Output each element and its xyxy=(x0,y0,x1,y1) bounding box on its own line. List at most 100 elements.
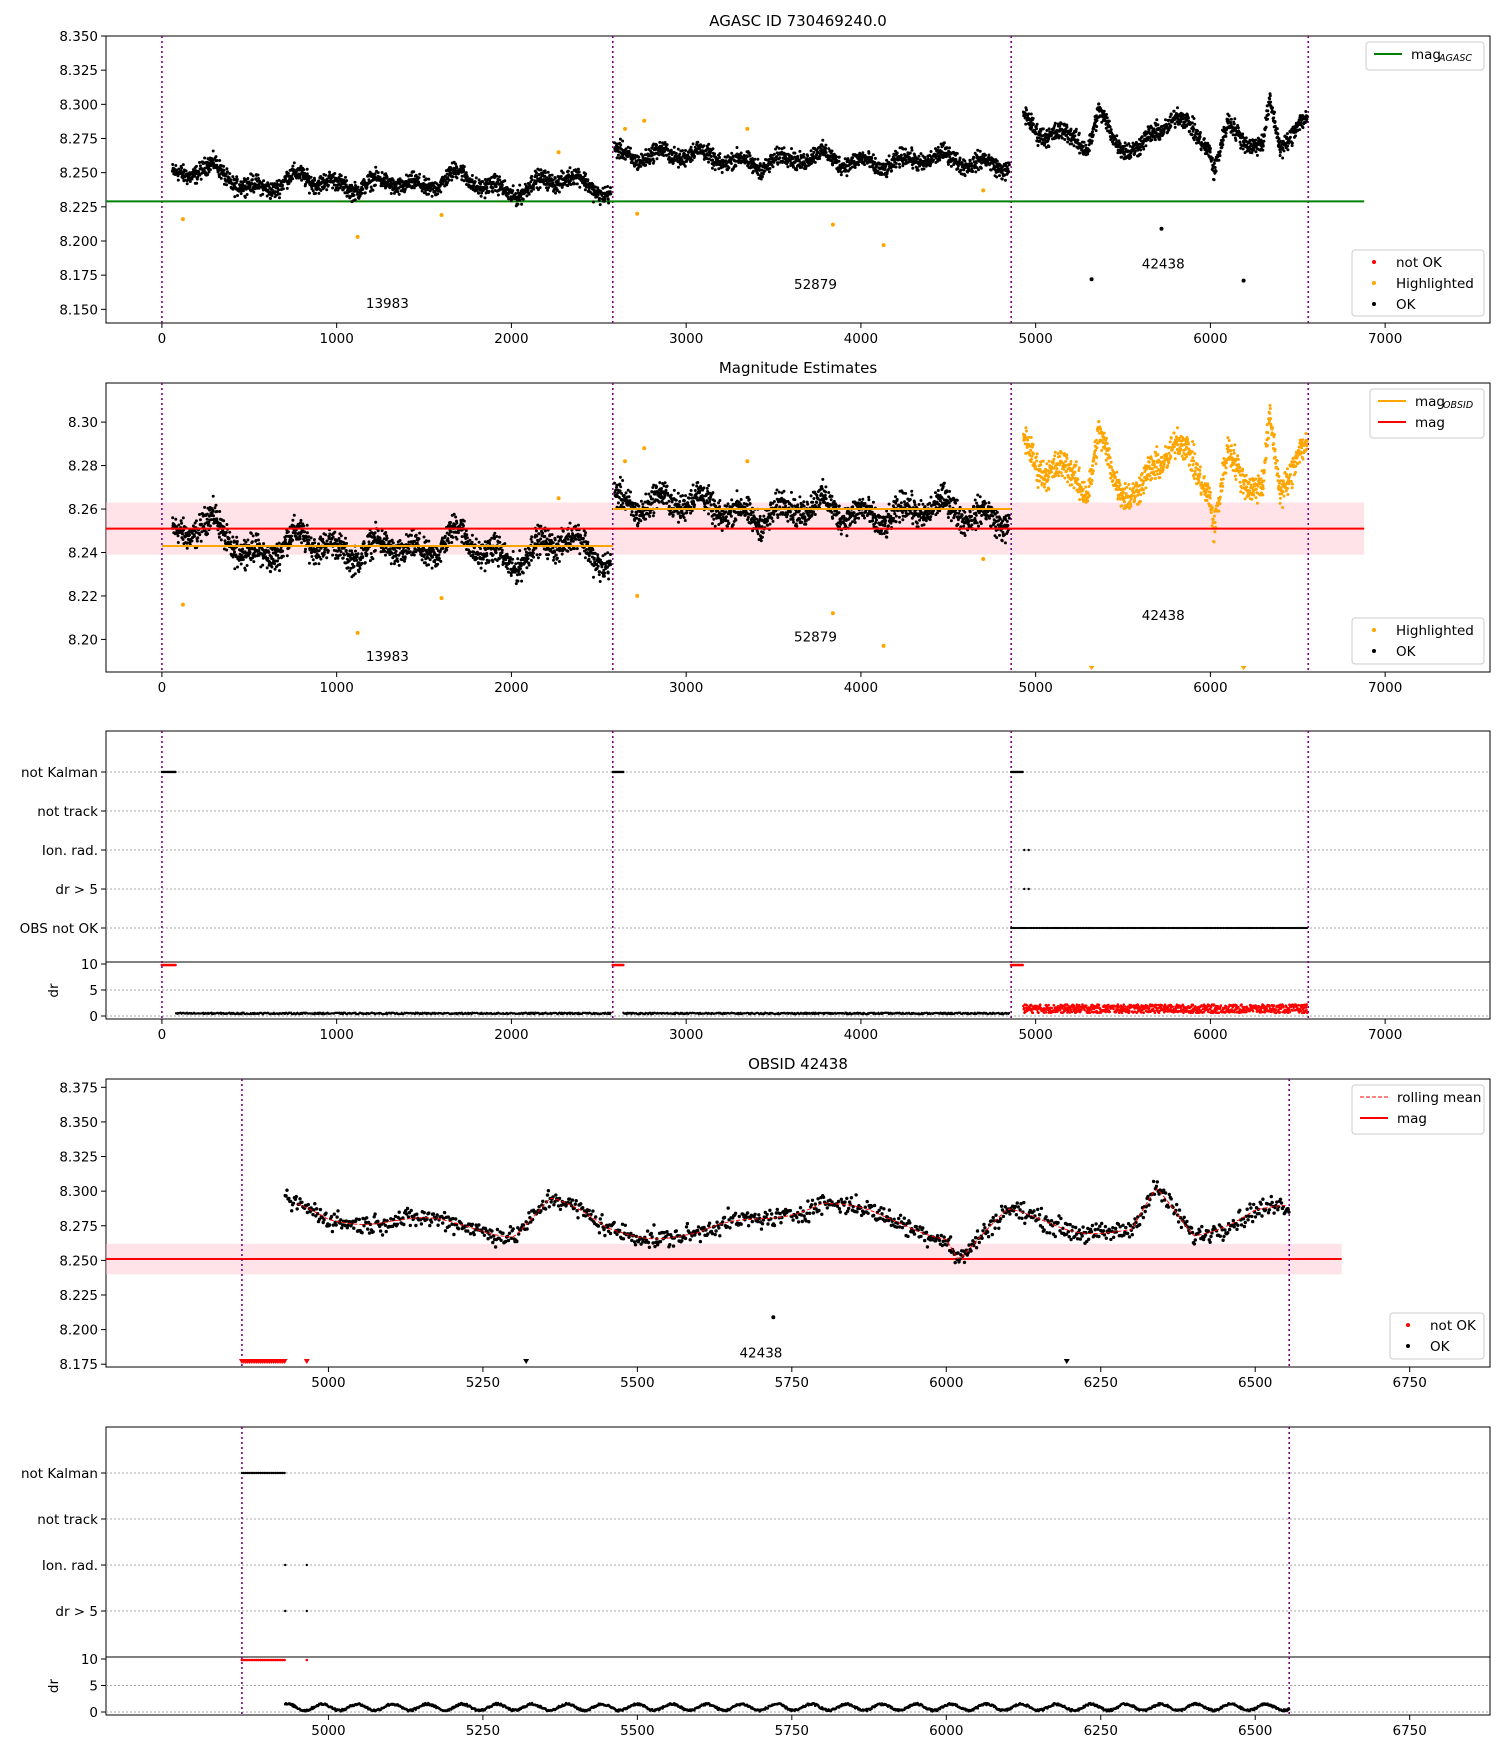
ok-point xyxy=(360,191,364,195)
ok-point xyxy=(389,192,393,195)
ok-point xyxy=(391,178,395,182)
ok-point xyxy=(677,165,680,169)
ok-point xyxy=(1053,121,1057,125)
ok-point xyxy=(520,202,524,206)
ok-point xyxy=(339,174,343,178)
ok-point xyxy=(356,185,360,189)
ok-point xyxy=(609,192,613,196)
ok-point xyxy=(760,175,764,179)
ok-point xyxy=(575,182,579,186)
ok-point xyxy=(942,141,946,145)
ok-point xyxy=(195,539,199,543)
ok-point xyxy=(557,190,561,194)
ok-point xyxy=(1077,131,1081,135)
ok-point xyxy=(674,152,678,155)
ok-point xyxy=(309,536,313,540)
ok-point xyxy=(987,153,991,157)
ok-point xyxy=(233,195,237,199)
ok-point xyxy=(420,189,424,193)
y-tick-label: 8.225 xyxy=(59,200,98,216)
ok-point xyxy=(967,165,971,169)
ok-point xyxy=(299,518,303,522)
ok-point xyxy=(483,196,487,200)
ok-point xyxy=(1298,128,1302,132)
ok-point xyxy=(963,174,967,178)
ok-point xyxy=(477,191,481,195)
ok-point xyxy=(339,550,343,554)
ok-point xyxy=(269,570,272,574)
ok-point xyxy=(840,170,843,174)
y-tick-label: 8.26 xyxy=(68,502,98,518)
ok-point xyxy=(391,541,395,545)
legend-label-agasc: mag xyxy=(1411,47,1441,63)
ok-point xyxy=(430,194,434,198)
highlighted-point xyxy=(745,126,750,131)
ok-point xyxy=(1207,144,1211,148)
ok-point xyxy=(385,536,389,540)
ok-point xyxy=(713,168,717,172)
ok-point xyxy=(1192,127,1196,131)
ok-point xyxy=(919,152,923,156)
ok-point xyxy=(265,566,269,570)
ok-point xyxy=(684,149,687,152)
ok-point xyxy=(211,494,215,498)
ok-point xyxy=(621,139,625,143)
ok-point xyxy=(412,170,416,174)
ok-point xyxy=(1007,170,1011,173)
ok-point xyxy=(328,173,332,177)
ok-point xyxy=(317,562,321,566)
ok-point xyxy=(606,197,610,201)
ok-point xyxy=(1273,120,1277,123)
ok-point xyxy=(516,188,520,192)
ok-point xyxy=(917,154,921,158)
ok-point xyxy=(352,193,356,197)
ok-point xyxy=(487,190,491,193)
ok-point xyxy=(1268,97,1272,101)
ok-point xyxy=(687,150,691,154)
ok-point xyxy=(194,164,198,168)
y-tick-label: 8.200 xyxy=(59,234,98,250)
ok-point xyxy=(219,176,223,180)
ok-point xyxy=(511,189,515,193)
ok-point xyxy=(1063,138,1067,141)
ok-point xyxy=(185,546,189,550)
x-tick-label: 0 xyxy=(158,331,167,347)
ok-point xyxy=(910,148,914,152)
ok-point xyxy=(553,176,557,180)
ok-point xyxy=(267,550,271,554)
ok-point xyxy=(180,166,184,170)
ok-point xyxy=(1261,144,1265,148)
ok-point xyxy=(231,535,235,539)
highlighted-point xyxy=(981,188,986,193)
ok-point xyxy=(439,190,443,194)
ok-point xyxy=(360,552,364,556)
ok-point xyxy=(184,169,188,173)
ok-point xyxy=(1169,124,1173,128)
ok-point xyxy=(897,162,901,166)
ok-point xyxy=(362,541,366,545)
ok-point xyxy=(254,539,258,542)
ok-point xyxy=(1108,125,1112,129)
ok-point xyxy=(248,551,252,554)
ok-point xyxy=(179,519,183,523)
ok-point xyxy=(302,524,306,528)
legend-label-agasc-sub: AGASC xyxy=(1438,53,1472,64)
legend-label: Highlighted xyxy=(1396,276,1474,292)
ok-point xyxy=(1059,122,1063,126)
legend-marker xyxy=(1372,302,1376,306)
legend-marker xyxy=(1372,260,1376,264)
x-tick-label: 7000 xyxy=(1368,680,1402,696)
ok-point xyxy=(215,517,219,521)
ok-point xyxy=(1198,131,1202,134)
ok-point xyxy=(1199,148,1203,152)
ok-point xyxy=(851,156,855,160)
ok-point xyxy=(222,168,226,172)
ok-point xyxy=(1286,144,1290,148)
ok-point xyxy=(1255,153,1259,157)
y-tick-label: 8.350 xyxy=(59,29,98,45)
ok-point xyxy=(248,184,252,188)
ok-point xyxy=(619,143,623,147)
ok-point xyxy=(357,570,361,574)
ok-point xyxy=(702,144,706,148)
ok-point xyxy=(1281,146,1285,150)
